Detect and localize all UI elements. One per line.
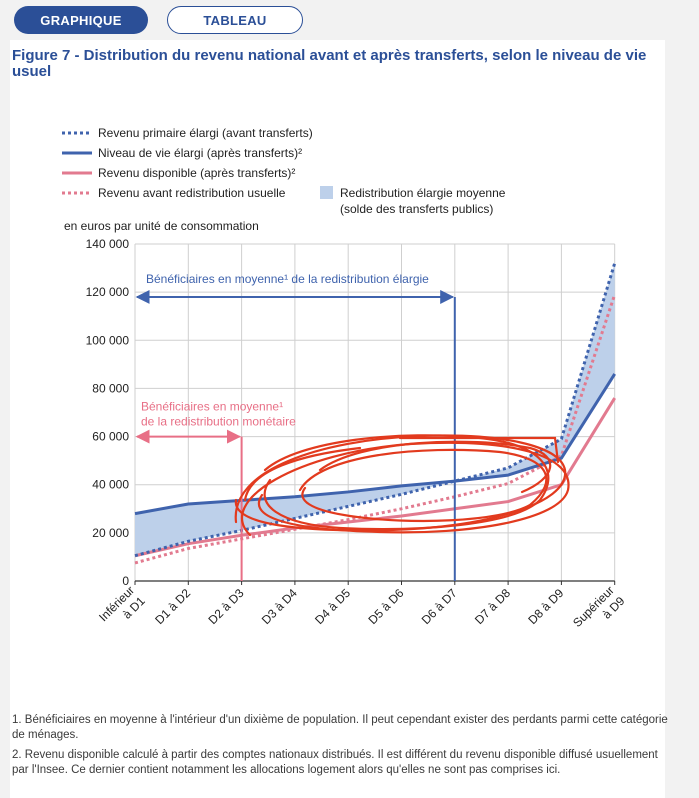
x-tick-label: D2 à D3 [206, 586, 247, 627]
view-tabs: GRAPHIQUE TABLEAU [0, 0, 699, 40]
footnote-1: 1. Bénéficiaires en moyenne à l'intérieu… [12, 714, 668, 741]
y-tick-label: 140 000 [86, 237, 130, 251]
x-tick-label: D8 à D9 [525, 586, 566, 627]
x-tick-label: D1 à D2 [152, 586, 193, 627]
legend: Revenu primaire élargi (avant transferts… [62, 126, 509, 216]
tab-graphique[interactable]: GRAPHIQUE [14, 6, 148, 34]
x-tick-label: Inférieurà D1 [96, 583, 148, 635]
area-fill [135, 263, 615, 556]
svg-text:D6 à D7: D6 à D7 [419, 586, 460, 627]
y-tick-label: 60 000 [92, 430, 129, 444]
svg-text:D1 à D2: D1 à D2 [152, 586, 193, 627]
legend-label-avant: Revenu avant redistribution usuelle [98, 186, 286, 200]
scribble-overlay [234, 434, 570, 537]
x-tick-label: D5 à D6 [365, 586, 406, 627]
svg-text:D2 à D3: D2 à D3 [206, 586, 247, 627]
svg-text:D7 à D8: D7 à D8 [472, 586, 513, 627]
redistribution-area [135, 263, 615, 556]
figure-title: Figure 7 - Distribution du revenu nation… [12, 47, 647, 80]
svg-text:D4 à D5: D4 à D5 [312, 586, 353, 627]
svg-text:D5 à D6: D5 à D6 [365, 586, 406, 627]
x-tick-label: Supérieurà D9 [570, 583, 628, 641]
legend-label-area: Redistribution élargie moyenne (solde de… [340, 186, 509, 216]
pink-annotation-text: Bénéficiaires en moyenne¹ de la redistrib… [141, 400, 296, 429]
blue-annotation-text: Bénéficiaires en moyenne¹ de la redistri… [146, 272, 429, 286]
line-revenu-primaire [134, 262, 617, 558]
y-tick-label: 80 000 [92, 381, 129, 395]
tab-tableau[interactable]: TABLEAU [167, 6, 303, 34]
svg-text:D3 à D4: D3 à D4 [259, 586, 300, 627]
svg-text:Supérieurà D9: Supérieurà D9 [570, 583, 628, 641]
legend-label-niveau: Niveau de vie élargi (après transferts)² [98, 146, 302, 160]
x-tick-label: D3 à D4 [259, 586, 300, 627]
legend-label-disponible: Revenu disponible (après transferts)² [98, 166, 295, 180]
figure-card [10, 40, 665, 798]
x-tick-label: D7 à D8 [472, 586, 513, 627]
y-tick-label: 120 000 [86, 285, 130, 299]
y-tick-label: 40 000 [92, 478, 129, 492]
footnotes: 1. Bénéficiaires en moyenne à l'intérieu… [12, 713, 672, 783]
footnote-2: 2. Revenu disponible calculé à partir de… [12, 749, 658, 776]
svg-text:D8 à D9: D8 à D9 [525, 586, 566, 627]
annotations: Bénéficiaires en moyenne¹ de la redistri… [135, 272, 456, 581]
x-tick-label: D4 à D5 [312, 586, 353, 627]
y-tick-label: 0 [122, 574, 129, 588]
svg-text:Inférieurà D1: Inférieurà D1 [96, 583, 148, 635]
legend-swatch-area [320, 186, 333, 199]
y-tick-label: 100 000 [86, 333, 130, 347]
y-axis-label: en euros par unité de consommation [64, 219, 259, 233]
y-tick-label: 20 000 [92, 526, 129, 540]
legend-label-primary: Revenu primaire élargi (avant transferts… [98, 126, 313, 140]
line-niveau-de-vie [134, 373, 616, 516]
x-tick-label: D6 à D7 [419, 586, 460, 627]
